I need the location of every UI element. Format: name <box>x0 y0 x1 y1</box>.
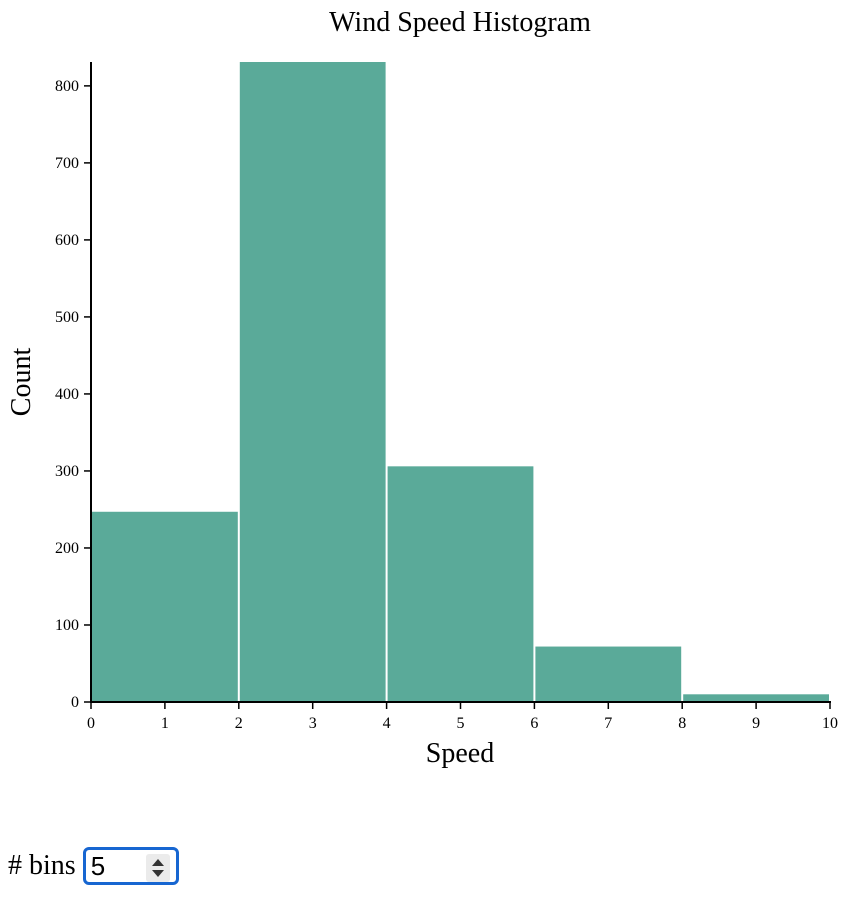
y-tick-label: 600 <box>55 232 79 249</box>
y-tick-label: 300 <box>55 463 79 480</box>
bins-input-box[interactable] <box>82 847 179 885</box>
x-tick-label: 6 <box>530 715 538 732</box>
bins-label: # bins <box>8 850 76 881</box>
spin-up-arrow-icon[interactable] <box>151 859 164 866</box>
y-tick-label: 200 <box>55 540 79 557</box>
x-tick-label: 2 <box>235 715 243 732</box>
x-tick-label: 9 <box>752 715 760 732</box>
x-tick-label: 1 <box>161 715 169 732</box>
y-axis-title: Count <box>6 348 37 417</box>
histogram-bar-4 <box>683 694 829 702</box>
y-tick-label: 500 <box>55 309 79 326</box>
histogram-bar-0 <box>92 511 238 702</box>
y-tick-label: 700 <box>55 155 79 172</box>
y-tick-label: 800 <box>55 78 79 95</box>
x-tick-label: 4 <box>383 715 391 732</box>
histogram-bar-2 <box>387 466 534 702</box>
x-tick-label: 5 <box>457 715 465 732</box>
histogram-bar-1 <box>239 62 386 702</box>
x-axis: 0 1 2 3 4 5 6 7 8 9 10 <box>87 701 838 732</box>
spin-down-arrow-icon[interactable] <box>151 870 164 877</box>
y-axis: 0 100 200 300 400 500 600 700 800 <box>55 62 92 711</box>
x-axis-title: Speed <box>426 738 494 769</box>
chart-title: Wind Speed Histogram <box>329 7 591 38</box>
y-tick-label: 400 <box>55 386 79 403</box>
bins-input[interactable] <box>85 850 145 882</box>
x-tick-label: 3 <box>309 715 317 732</box>
y-tick-label: 100 <box>55 617 79 634</box>
x-tick-label: 8 <box>678 715 686 732</box>
x-tick-label: 10 <box>822 715 838 732</box>
bins-spinner[interactable] <box>145 854 170 882</box>
x-tick-label: 7 <box>604 715 612 732</box>
x-tick-label: 0 <box>87 715 95 732</box>
bars-group <box>92 62 829 702</box>
bins-control: # bins <box>8 845 179 887</box>
histogram-chart: Wind Speed Histogram 0 1 2 3 4 5 6 7 8 9 10 0 100 20… <box>6 7 838 769</box>
y-tick-label: 0 <box>71 694 79 711</box>
histogram-bar-3 <box>535 646 682 702</box>
